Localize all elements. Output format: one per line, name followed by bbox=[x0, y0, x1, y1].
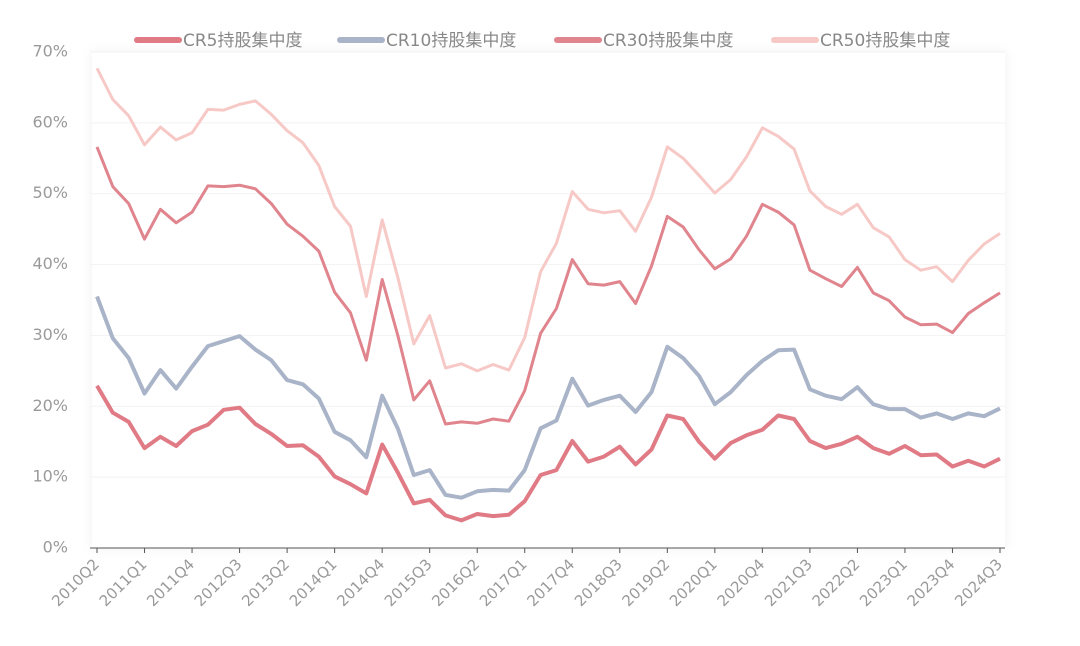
series-line bbox=[95, 384, 1001, 523]
y-tick-label: 40% bbox=[32, 254, 68, 273]
series-line bbox=[95, 67, 1001, 373]
legend-label: CR10持股集中度 bbox=[386, 31, 516, 51]
series-line bbox=[95, 295, 1001, 500]
x-tick-label: 2014Q1 bbox=[286, 555, 341, 610]
x-tick-label: 2019Q2 bbox=[619, 555, 674, 610]
x-tick-label: 2016Q2 bbox=[428, 555, 483, 610]
y-tick-label: 70% bbox=[32, 42, 68, 61]
y-tick-label: 0% bbox=[43, 538, 68, 557]
x-tick-label: 2020Q4 bbox=[714, 555, 769, 610]
y-tick-label: 60% bbox=[32, 112, 68, 131]
x-tick-label: 2011Q1 bbox=[96, 555, 151, 610]
x-tick-label: 2020Q1 bbox=[666, 555, 721, 610]
x-tick-label: 2017Q1 bbox=[476, 555, 531, 610]
legend-label: CR30持股集中度 bbox=[603, 31, 733, 51]
x-tick-label: 2015Q3 bbox=[381, 555, 436, 610]
legend-label: CR50持股集中度 bbox=[820, 31, 950, 51]
x-tick-label: 2010Q2 bbox=[48, 555, 103, 610]
x-tick-label: 2017Q4 bbox=[523, 555, 578, 610]
x-tick-label: 2021Q3 bbox=[761, 555, 816, 610]
y-tick-label: 50% bbox=[32, 183, 68, 202]
series-line bbox=[95, 146, 1001, 426]
x-tick-label: 2011Q4 bbox=[143, 555, 198, 610]
legend-label: CR5持股集中度 bbox=[183, 31, 303, 51]
y-tick-label: 20% bbox=[32, 396, 68, 415]
y-tick-label: 10% bbox=[32, 467, 68, 486]
y-tick-label: 30% bbox=[32, 325, 68, 344]
x-tick-label: 2024Q3 bbox=[951, 555, 1006, 610]
x-tick-label: 2023Q1 bbox=[856, 555, 911, 610]
x-tick-label: 2013Q2 bbox=[238, 555, 293, 610]
x-tick-label: 2012Q3 bbox=[191, 555, 246, 610]
x-tick-label: 2014Q4 bbox=[333, 555, 388, 610]
x-tick-label: 2018Q3 bbox=[571, 555, 626, 610]
x-tick-label: 2023Q4 bbox=[904, 555, 959, 610]
plot-area bbox=[92, 52, 1005, 548]
x-tick-label: 2022Q2 bbox=[809, 555, 864, 610]
